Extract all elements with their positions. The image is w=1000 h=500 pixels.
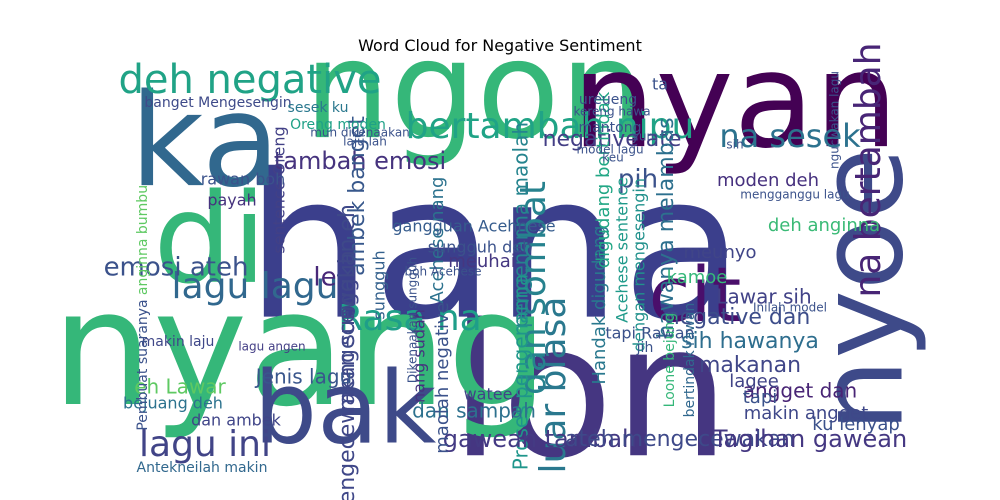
word-cloud-word: emosi ateh [104, 253, 249, 283]
word-cloud-word: ka [130, 67, 280, 216]
word-cloud-word: jih [636, 340, 654, 356]
word-cloud-word: laju lah [343, 135, 387, 149]
word-cloud-word: makin angget [744, 403, 869, 424]
word-cloud-word: lagu ini [139, 424, 271, 465]
word-cloud-word: hawanya melambas [654, 117, 679, 338]
word-cloud-word: sih [726, 138, 743, 152]
word-cloud-word: Pembuat suaranya [135, 299, 151, 430]
word-cloud-word: gawean tambah [443, 425, 638, 453]
chart-title: Word Cloud for Negative Sentiment [358, 36, 642, 55]
word-cloud-word: Handak digudang [589, 225, 610, 384]
word-cloud-word: bak [254, 349, 437, 466]
word-cloud-word: kamoe [667, 267, 728, 288]
word-cloud-word: Tagihan gawean [712, 425, 907, 453]
word-cloud-word: luar biasa [533, 297, 574, 474]
word-cloud-word: digudang bertindak [593, 91, 614, 268]
word-cloud-word: lagu lagu [172, 266, 339, 307]
word-cloud-word: ambek banget [345, 116, 370, 276]
word-cloud-word: Jenis lagu [254, 365, 352, 389]
word-cloud-word: sih hawanya [681, 329, 819, 354]
word-cloud-word: mantong [579, 120, 642, 136]
word-cloud-word: angget dan [743, 379, 857, 403]
word-cloud-word: sesek ku [288, 100, 349, 116]
word-cloud-word: mengecewakan sungguh [335, 250, 360, 500]
word-cloud-word: le [313, 263, 336, 293]
word-cloud-word: sungguh deh [428, 238, 532, 257]
word-cloud-word: Proses pengenanna [509, 274, 533, 470]
word-cloud-word: lagu angen [238, 340, 305, 354]
word-cloud-word: watee [464, 385, 513, 404]
word-cloud-word: nyang [51, 255, 548, 442]
word-cloud-word: mun dikenaakan [310, 126, 410, 140]
word-cloud-word: bertindak rawan [682, 303, 698, 418]
word-cloud-word: ureueng [579, 92, 637, 108]
word-cloud-word: nyan [572, 24, 898, 178]
word-cloud-word: tapi Rawan [605, 324, 694, 343]
word-cloud-word: tambah emosi [274, 147, 446, 175]
word-cloud-word: eh Lawar [134, 375, 226, 399]
word-cloud-word: payah [207, 191, 256, 210]
word-cloud-word: Acehese nang [427, 177, 448, 304]
word-cloud-word: nyoe [795, 148, 930, 433]
word-cloud-word: dan sombat [513, 181, 554, 395]
word-cloud-word: banget Mengesengin [144, 95, 291, 111]
word-cloud-word: ta [652, 75, 668, 94]
word-cloud-word: dan sampah [412, 399, 536, 423]
word-cloud-word: meunyo [683, 242, 756, 263]
word-cloud-word: gangguan Acehnese [392, 217, 555, 236]
word-cloud-word: dengan mengesengin [630, 178, 649, 352]
word-cloud-word: Lawar sih [716, 285, 811, 309]
word-cloud-word: anginna bumbu [135, 185, 151, 295]
word-cloud-word: ngon [304, 12, 646, 170]
word-cloud-word: na bertambah [848, 42, 889, 297]
word-cloud-word: meuhai [448, 251, 515, 272]
word-cloud-word: boh Acehese [405, 265, 482, 279]
word-cloud-word: di [153, 168, 266, 312]
word-cloud-word: dan ambek [191, 411, 282, 430]
word-cloud-word: moden deh [717, 170, 819, 191]
word-cloud-word: Dikenaakan sungguh [406, 257, 420, 383]
word-cloud-word: deh negative [118, 57, 381, 103]
word-cloud-word: bertambah nipu [406, 106, 695, 147]
word-cloud-word: pengenanna maolah [509, 122, 533, 328]
word-cloud-word: kereng hawa [573, 105, 650, 119]
word-cloud-word: pih [618, 165, 658, 195]
word-cloud-word: ateh mengecewakan [565, 427, 795, 452]
word-cloud-word: Loone bejung [662, 313, 678, 408]
word-cloud-word: na sesek [719, 117, 861, 155]
word-cloud-word: Rasa na [338, 298, 481, 339]
word-cloud-word: Oreng moden [290, 117, 386, 133]
word-cloud-word: lagee [729, 371, 779, 392]
word-cloud-word: negative dan [666, 305, 811, 330]
word-cloud-word: makanan [699, 353, 801, 378]
word-cloud-word: mengecewakan eh [335, 204, 360, 412]
word-cloud-word: model lagu [576, 143, 643, 157]
word-cloud-word: Antekneilah makin [137, 460, 268, 476]
word-cloud-word: cit [649, 250, 742, 339]
word-cloud-word: lon [450, 285, 730, 499]
word-cloud-word: maolah negative [432, 302, 453, 453]
word-cloud-word: mengganggu lagu [740, 188, 849, 202]
word-cloud-word: ngucwakan lagu [828, 71, 842, 169]
word-cloud-word: rawan boh [201, 170, 286, 189]
word-cloud-word: negative ate [543, 127, 682, 152]
word-cloud-word: deh anginna [768, 215, 880, 236]
word-cloud-word: makin laju [142, 334, 215, 350]
word-cloud-word: keu [602, 151, 624, 165]
word-cloud-word: bejuang deh [123, 394, 223, 413]
word-cloud-word: Inilah model [753, 301, 827, 315]
word-cloud-word: Acehese sentence [613, 177, 632, 323]
word-cloud-word: sentence Oreng [270, 126, 289, 253]
word-cloud-word: tapi [743, 387, 778, 408]
word-cloud-word: sungguh [370, 250, 389, 319]
word-cloud-word: hana [246, 132, 745, 365]
word-cloud-word: ku lenyap [812, 414, 900, 435]
word-cloud-word: nang sudah [410, 309, 429, 403]
word-cloud-word: yum [632, 130, 658, 144]
